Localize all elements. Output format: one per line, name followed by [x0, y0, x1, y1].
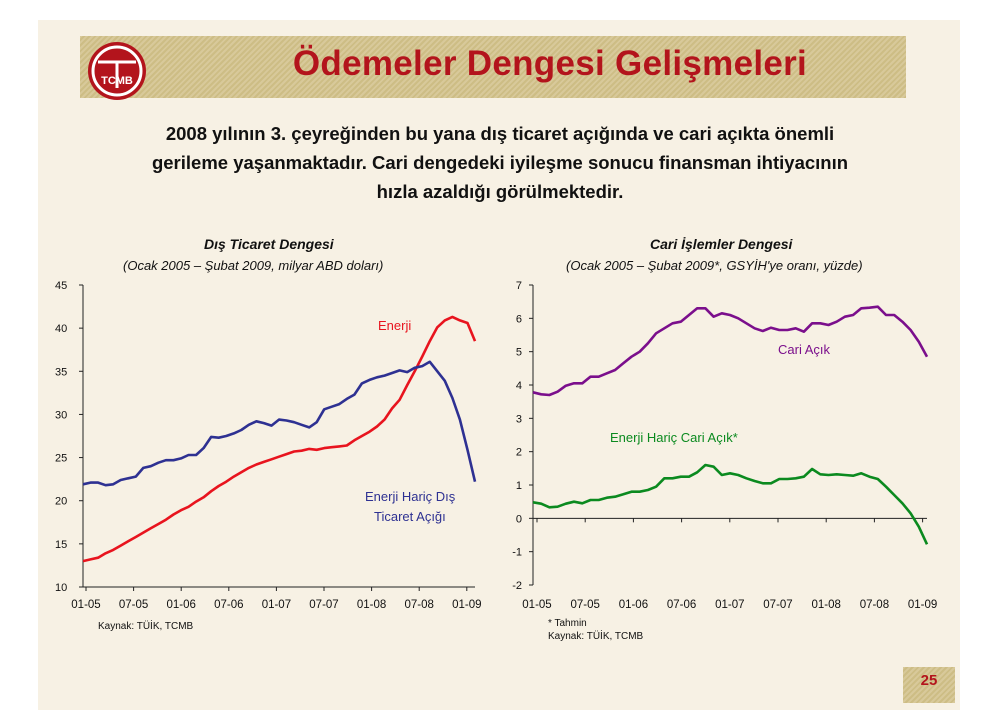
- right-annotation-enerji-haric: Enerji Hariç Cari Açık*: [610, 430, 738, 445]
- right-x-tick-label: 01-09: [908, 599, 937, 611]
- logo-text: TCMB: [101, 75, 133, 87]
- left-x-tick-label: 07-07: [309, 599, 338, 611]
- left-x-tick-label: 07-05: [119, 599, 148, 611]
- slide-background: [38, 20, 960, 710]
- left-y-tick-label: 40: [55, 323, 67, 335]
- right-y-tick-label: 4: [516, 380, 522, 392]
- left-y-tick-label: 30: [55, 409, 67, 421]
- left-x-tick-label: 01-05: [71, 599, 100, 611]
- left-annotation-label: Ticaret Açığı: [374, 509, 446, 524]
- right-y-tick-label: -2: [512, 580, 522, 592]
- right-y-tick-label: 3: [516, 413, 522, 425]
- left-x-tick-label: 07-08: [404, 599, 433, 611]
- left-chart-title: Dış Ticaret Dengesi: [204, 236, 334, 252]
- left-x-tick-label: 07-06: [214, 599, 243, 611]
- title-bar: [80, 36, 906, 98]
- right-x-tick-label: 07-08: [860, 599, 889, 611]
- page-title: Ödemeler Dengesi Gelişmeleri: [292, 44, 808, 83]
- page-number-box: [903, 667, 955, 703]
- right-x-tick-label: 01-08: [811, 599, 840, 611]
- right-y-tick-label: 1: [516, 480, 522, 492]
- right-chart-subtitle: (Ocak 2005 – Şubat 2009*, GSYİH'ye oranı…: [566, 258, 863, 273]
- right-x-tick-label: 07-05: [570, 599, 599, 611]
- right-y-tick-label: 6: [516, 313, 522, 325]
- left-x-tick-label: 01-07: [262, 599, 291, 611]
- left-y-tick-label: 10: [55, 582, 67, 594]
- left-annotation-enerji: Enerji: [378, 318, 411, 333]
- right-chart-source: Kaynak: TÜİK, TCMB: [548, 631, 644, 642]
- left-y-tick-label: 20: [55, 496, 67, 508]
- right-series-line-1: [532, 463, 929, 545]
- right-x-tick-label: 01-06: [619, 599, 648, 611]
- right-y-tick-label: -1: [512, 547, 522, 559]
- left-chart-source: Kaynak: TÜİK, TCMB: [98, 621, 194, 632]
- subtitle-line: hızla azaldığı görülmektedir.: [376, 181, 624, 202]
- subtitle-line: gerileme yaşanmaktadır. Cari dengedeki i…: [151, 152, 849, 173]
- right-y-tick-label: 7: [516, 280, 522, 292]
- subtitle-line: 2008 yılının 3. çeyreğinden bu yana dış …: [165, 123, 835, 144]
- left-x-tick-label: 01-06: [166, 599, 195, 611]
- right-x-tick-label: 07-07: [763, 599, 792, 611]
- left-series-line-0: [82, 315, 477, 563]
- left-series-line-1: [82, 360, 477, 487]
- right-chart-footnote: * Tahmin: [548, 618, 587, 629]
- right-series-line-0: [532, 305, 929, 397]
- page-number: 25: [920, 672, 938, 689]
- right-x-tick-label: 01-05: [522, 599, 551, 611]
- left-chart-subtitle: (Ocak 2005 – Şubat 2009, milyar ABD dola…: [123, 258, 384, 273]
- right-y-tick-label: 5: [516, 347, 522, 359]
- right-y-tick-label: 2: [516, 447, 522, 459]
- left-x-tick-label: 01-09: [452, 599, 481, 611]
- right-x-tick-label: 07-06: [667, 599, 696, 611]
- right-annotation-cari-acik: Cari Açık: [778, 342, 831, 357]
- left-y-tick-label: 35: [55, 366, 67, 378]
- left-x-tick-label: 01-08: [357, 599, 386, 611]
- subtitle: 2008 yılının 3. çeyreğinden bu yana dış …: [100, 119, 900, 206]
- left-y-tick-label: 15: [55, 539, 67, 551]
- left-y-tick-label: 45: [55, 280, 67, 292]
- right-x-tick-label: 01-07: [715, 599, 744, 611]
- right-y-tick-label: 0: [516, 513, 522, 525]
- left-y-tick-label: 25: [55, 453, 67, 465]
- tcmb-logo-icon: TCMB: [88, 42, 146, 100]
- right-chart-title: Cari İşlemler Dengesi: [650, 236, 793, 252]
- left-annotation-label: Enerji Hariç Dış: [365, 489, 456, 504]
